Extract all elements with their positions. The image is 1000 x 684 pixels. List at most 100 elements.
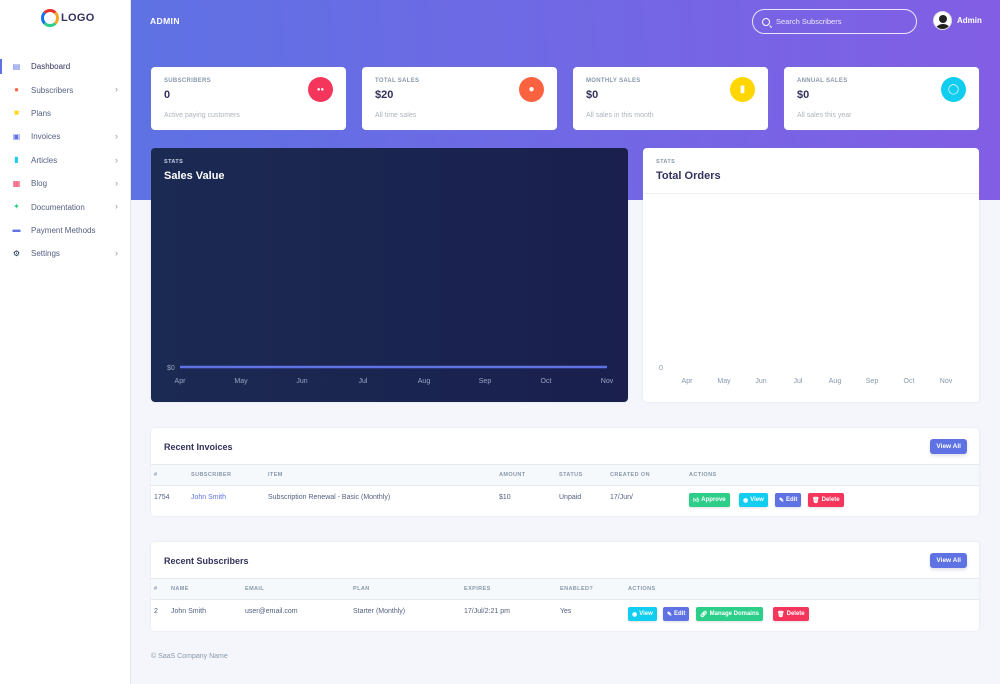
invoice-item: Subscription Renewal - Basic (Monthly) <box>268 494 391 501</box>
sidebar-item-label: Invoices <box>31 132 61 142</box>
view-button[interactable]: ◉ View <box>739 493 768 507</box>
chevron-right-icon: › <box>115 154 118 165</box>
sidebar-nav: ▤ Dashboard ● Subscribers › ■ Plans ▣ Invoices › ▮… <box>0 55 131 266</box>
stat-label: SUBSCRIBERS <box>164 78 211 84</box>
button-label: Manage Domains <box>709 611 759 617</box>
edit-button[interactable]: ✎ Edit <box>775 493 802 507</box>
search-icon <box>762 17 770 26</box>
stat-value: $0 <box>797 89 810 101</box>
x-tick-label: Jul <box>794 378 803 385</box>
x-tick-label: Jul <box>359 378 368 385</box>
avatar <box>933 11 952 30</box>
delete-button[interactable]: 🗑︎ Delete <box>808 493 844 507</box>
button-label: Edit <box>674 611 686 617</box>
subscriber-enabled: Yes <box>560 608 572 615</box>
sidebar-item-label: Blog <box>31 179 48 189</box>
page-title: ADMIN <box>150 16 180 26</box>
subscriber-email: user@email.com <box>245 608 298 615</box>
stat-footer: All sales in this month <box>586 112 654 119</box>
y-tick-label: $0 <box>167 365 175 372</box>
link-icon: 🔗︎ <box>700 611 708 618</box>
edit-icon: ✎ <box>667 611 673 618</box>
monitor-icon: ▤ <box>12 61 21 71</box>
stat-value: 0 <box>164 89 171 101</box>
stat-label: MONTHLY SALES <box>586 78 641 84</box>
column-header: CREATED ON <box>610 472 650 478</box>
search-box[interactable] <box>752 9 917 34</box>
divider <box>643 193 979 194</box>
column-header: PLAN <box>353 586 370 592</box>
stat-value: $0 <box>586 89 599 101</box>
sidebar-item-label: Settings <box>31 249 60 259</box>
y-tick-label: 0 <box>659 365 663 372</box>
zoom-icon: ◯ <box>941 77 966 102</box>
eye-icon: ◉ <box>743 497 749 504</box>
x-tick-label: May <box>234 378 248 385</box>
subscriber-link[interactable]: John Smith <box>191 494 227 501</box>
column-header: ACTIONS <box>689 472 717 478</box>
logo-text: LOGO <box>61 12 95 24</box>
column-header: SUBSCRIBER <box>191 472 232 478</box>
stat-label: TOTAL SALES <box>375 78 420 84</box>
button-label: View <box>639 611 653 617</box>
invoice-created: 17/Jun/ <box>610 494 633 501</box>
x-tick-label: Oct <box>541 378 552 385</box>
thumbs-up-icon: 👍︎ <box>693 498 700 504</box>
chart-bars-icon: ▦ <box>12 178 21 188</box>
chevron-right-icon: › <box>115 177 118 188</box>
sidebar: LOGO ▤ Dashboard ● Subscribers › ■ Plans ▣ Invoi… <box>0 0 131 684</box>
approve-button[interactable]: 👍︎ Approve <box>689 493 730 507</box>
x-tick-label: Aug <box>418 378 431 385</box>
subscriber-plan: Starter (Monthly) <box>353 608 406 615</box>
table-header: # SUBSCRIBER ITEM AMOUNT STATUS CREATED … <box>151 464 979 486</box>
books-icon: ▮ <box>14 155 19 165</box>
sidebar-item-subscribers[interactable]: ● Subscribers › <box>0 78 131 101</box>
search-input[interactable] <box>776 17 906 26</box>
manage-domains-button[interactable]: 🔗︎ Manage Domains <box>696 607 763 621</box>
sales-value-card: STATS Sales Value $0 Apr May Jun Jul Aug Sep Oc… <box>151 148 628 402</box>
stat-card-monthly-sales: MONTHLY SALES $0 All sales in this month ▮ <box>573 67 768 130</box>
view-all-invoices-button[interactable]: View All <box>930 439 967 454</box>
sidebar-item-label: Documentation <box>31 202 85 212</box>
view-all-subscribers-button[interactable]: View All <box>930 553 967 568</box>
chart-title: Sales Value <box>164 170 225 182</box>
stat-value: $20 <box>375 89 394 101</box>
total-orders-card: STATS Total Orders 0 Apr May Jun Jul Aug Sep Oc… <box>643 148 979 402</box>
sidebar-item-articles[interactable]: ▮ Articles › <box>0 149 131 172</box>
x-tick-label: Sep <box>866 378 879 385</box>
view-button[interactable]: ◉ View <box>628 607 657 621</box>
x-tick-label: Oct <box>904 378 915 385</box>
brand-logo[interactable]: LOGO <box>41 9 95 27</box>
sidebar-item-plans[interactable]: ■ Plans <box>0 102 131 125</box>
table-title: Recent Invoices <box>164 442 233 452</box>
sidebar-item-label: Articles <box>31 155 58 165</box>
sidebar-item-dashboard[interactable]: ▤ Dashboard <box>0 55 131 78</box>
stat-footer: Active paying customers <box>164 112 240 119</box>
sidebar-item-payment-methods[interactable]: ▬ Payment Methods <box>0 219 131 242</box>
invoice-amount: $10 <box>499 494 511 501</box>
receipt-icon: ▮ <box>730 77 755 102</box>
column-header: # <box>154 586 158 592</box>
gear-icon: ⚙︎ <box>12 248 21 258</box>
eye-icon: ◉ <box>632 611 638 618</box>
subscriber-expires: 17/Jul/2:21 pm <box>464 608 510 615</box>
column-header: EXPIRES <box>464 586 491 592</box>
user-menu[interactable]: Admin <box>933 11 982 30</box>
chevron-right-icon: › <box>115 201 118 212</box>
chevron-right-icon: › <box>115 84 118 95</box>
puzzle-icon: ✦ <box>13 202 20 212</box>
chart-kicker: STATS <box>656 159 676 165</box>
sidebar-item-invoices[interactable]: ▣ Invoices › <box>0 125 131 148</box>
sidebar-item-documentation[interactable]: ✦ Documentation › <box>0 195 131 218</box>
stat-footer: All time sales <box>375 112 417 119</box>
edit-button[interactable]: ✎ Edit <box>663 607 690 621</box>
hand-coin-icon: ● <box>519 77 544 102</box>
sidebar-item-label: Plans <box>31 108 52 118</box>
delete-button[interactable]: 🗑︎ Delete <box>773 607 809 621</box>
sidebar-item-blog[interactable]: ▦ Blog › <box>0 172 131 195</box>
subscriber-name: John Smith <box>171 608 207 615</box>
column-header: AMOUNT <box>499 472 526 478</box>
sidebar-item-settings[interactable]: ⚙︎ Settings › <box>0 242 131 265</box>
column-header: STATUS <box>559 472 583 478</box>
